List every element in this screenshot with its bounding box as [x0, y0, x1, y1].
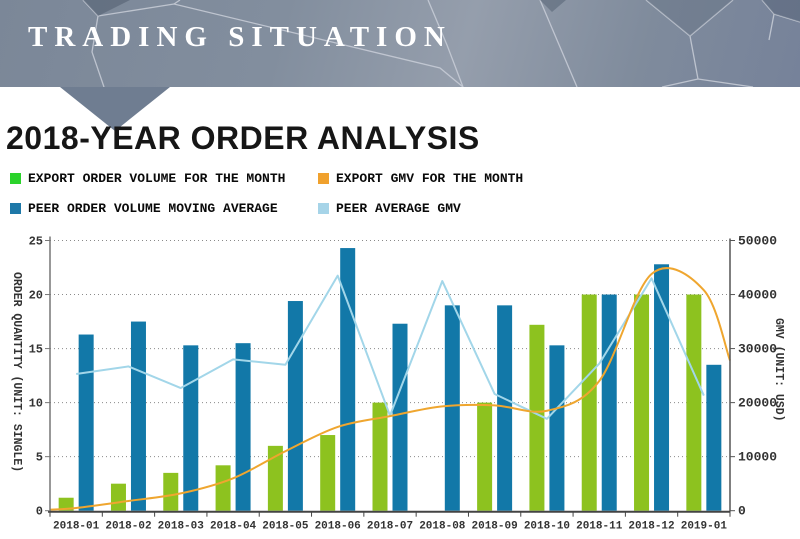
bar-export-volume	[110, 483, 126, 511]
bar-peer-volume	[601, 294, 617, 511]
bar-export-volume	[372, 402, 388, 511]
legend-swatch-icon	[318, 172, 329, 184]
right-axis-title: GMV (UNIT: USD)	[772, 318, 785, 422]
bar-export-volume	[320, 435, 336, 511]
x-axis-label: 2018-09	[472, 521, 518, 533]
x-axis-label: 2018-08	[419, 521, 466, 533]
right-tick-label: 30000	[738, 342, 777, 357]
right-tick-label: 10000	[738, 450, 777, 465]
legend-swatch-icon	[10, 172, 21, 184]
right-tick-label: 20000	[738, 396, 777, 411]
bar-peer-volume	[183, 345, 199, 511]
bar-export-volume	[58, 497, 74, 511]
bar-peer-volume	[654, 264, 670, 511]
bar-peer-volume	[78, 334, 94, 511]
bar-peer-volume	[549, 345, 565, 511]
page-title: 2018-YEAR ORDER ANALYSIS	[6, 120, 480, 156]
x-axis-label: 2018-12	[628, 521, 674, 533]
legend-item-0: EXPORT ORDER VOLUME FOR THE MONTH	[10, 170, 286, 186]
bar-peer-volume	[392, 323, 408, 511]
right-tick-label: 0	[738, 504, 746, 519]
left-tick-label: 20	[29, 289, 43, 303]
x-axis-label: 2018-01	[53, 521, 100, 533]
legend-item-2: PEER ORDER VOLUME MOVING AVERAGE	[10, 200, 278, 216]
x-axis-label: 2019-01	[681, 521, 728, 533]
legend-item-3: PEER AVERAGE GMV	[318, 200, 461, 216]
left-tick-label: 5	[36, 451, 43, 465]
bar-peer-volume	[497, 305, 513, 511]
legend-label: EXPORT GMV FOR THE MONTH	[336, 170, 524, 186]
chart-legend: EXPORT ORDER VOLUME FOR THE MONTH EXPORT …	[0, 166, 800, 222]
banner-title: TRADING SITUATION	[28, 21, 452, 53]
legend-label: EXPORT ORDER VOLUME FOR THE MONTH	[28, 170, 286, 186]
x-axis-label: 2018-06	[315, 521, 361, 533]
x-axis-label: 2018-02	[105, 521, 151, 533]
bar-export-volume	[634, 294, 650, 511]
x-axis-label: 2018-10	[524, 521, 570, 533]
x-axis-label: 2018-05	[262, 521, 309, 533]
left-axis-title: ORDER QUANTITY (UNIT: SINGLE)	[10, 272, 23, 472]
line-export-gmv	[49, 267, 731, 511]
legend-swatch-icon	[10, 202, 21, 214]
legend-item-1: EXPORT GMV FOR THE MONTH	[318, 170, 524, 186]
right-tick-label: 40000	[738, 288, 777, 303]
legend-label: PEER ORDER VOLUME MOVING AVERAGE	[28, 200, 278, 216]
bar-export-volume	[477, 402, 493, 511]
legend-swatch-icon	[318, 202, 329, 214]
bar-export-volume	[267, 445, 283, 511]
bar-export-volume	[529, 324, 545, 511]
bar-peer-volume	[444, 305, 460, 511]
bar-peer-volume	[287, 301, 303, 511]
x-axis-label: 2018-11	[576, 521, 623, 533]
bar-export-volume	[581, 294, 597, 511]
left-tick-label: 10	[29, 397, 43, 411]
bar-peer-volume	[130, 321, 146, 511]
bar-export-volume	[163, 472, 179, 511]
left-tick-label: 0	[36, 505, 43, 519]
legend-label: PEER AVERAGE GMV	[336, 200, 461, 216]
x-axis-label: 2018-07	[367, 521, 413, 533]
bar-export-volume	[215, 465, 231, 511]
banner-polygon-texture-icon	[82, 0, 800, 87]
x-axis-label: 2018-03	[158, 521, 205, 533]
right-tick-label: 50000	[738, 234, 777, 249]
bar-export-volume	[686, 294, 702, 511]
bar-peer-volume	[235, 343, 251, 511]
x-axis-label: 2018-04	[210, 521, 257, 533]
left-tick-label: 25	[29, 235, 43, 249]
bar-peer-volume	[706, 364, 722, 511]
header-banner: TRADING SITUATION	[0, 0, 800, 87]
left-tick-label: 15	[29, 343, 43, 357]
